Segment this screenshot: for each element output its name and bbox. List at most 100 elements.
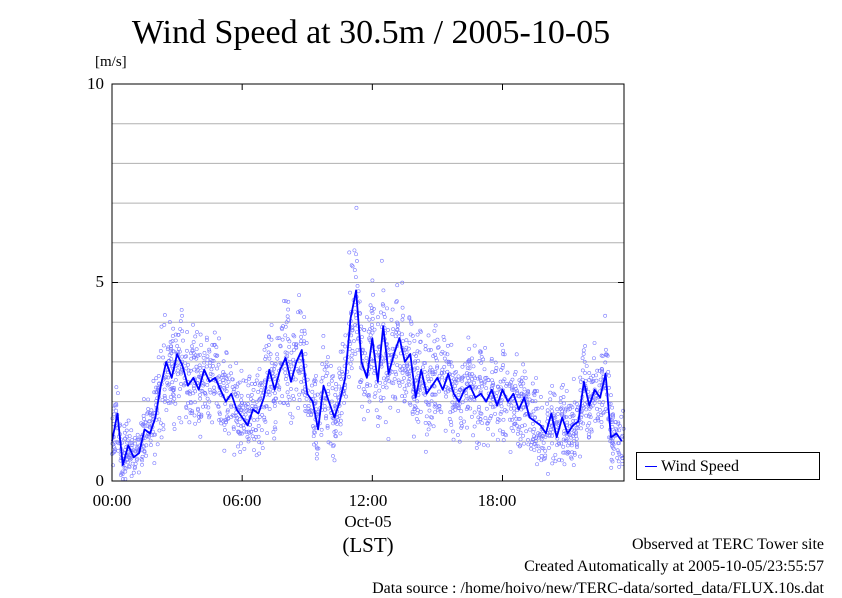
sample-point — [478, 349, 483, 354]
sample-point — [534, 434, 539, 439]
sample-point — [376, 315, 380, 320]
sample-point — [508, 400, 513, 405]
sample-point — [570, 411, 575, 416]
sample-point — [465, 425, 469, 430]
sample-point — [388, 405, 393, 410]
sample-point — [418, 387, 422, 392]
sample-point — [468, 406, 473, 411]
sample-point — [193, 334, 198, 339]
sample-point — [524, 429, 529, 434]
sample-point — [612, 446, 616, 451]
sample-point — [459, 425, 464, 430]
sample-point — [391, 381, 396, 386]
sample-point — [396, 378, 401, 383]
sample-point — [517, 378, 522, 383]
sample-point — [314, 373, 318, 378]
sample-point — [495, 437, 500, 442]
sample-point — [159, 421, 163, 426]
sample-point — [354, 205, 359, 210]
sample-point — [252, 418, 256, 423]
sample-point — [334, 382, 338, 386]
sample-point — [379, 364, 384, 369]
sample-point — [511, 429, 516, 433]
sample-point — [314, 440, 318, 445]
sample-point — [184, 415, 188, 420]
sample-point — [440, 349, 445, 354]
sample-point — [370, 306, 374, 310]
sample-point — [550, 409, 554, 414]
sample-point — [254, 399, 259, 404]
sample-point — [350, 264, 355, 269]
sample-point — [190, 349, 195, 354]
sample-point — [262, 405, 267, 410]
sample-point — [207, 349, 212, 354]
sample-point — [350, 348, 355, 353]
sample-point — [263, 354, 268, 359]
sample-point — [477, 405, 481, 409]
sample-point — [443, 351, 447, 356]
sample-point — [596, 412, 601, 417]
sample-point — [531, 421, 535, 426]
sample-point — [411, 434, 416, 439]
sample-point — [148, 438, 153, 443]
sample-point — [486, 426, 490, 431]
sample-point — [150, 414, 155, 419]
sample-point — [381, 303, 386, 308]
sample-point — [200, 389, 205, 394]
sample-point — [274, 396, 278, 401]
sample-point — [238, 450, 243, 454]
sample-point — [133, 436, 137, 440]
sample-point — [580, 377, 585, 382]
sample-point — [282, 400, 287, 405]
sample-point — [247, 376, 252, 381]
sample-point — [349, 263, 354, 268]
sample-point — [447, 362, 451, 367]
sample-point — [225, 408, 230, 413]
sample-point — [310, 383, 314, 388]
sample-point — [584, 407, 588, 412]
sample-point — [362, 327, 367, 332]
sample-point — [161, 355, 165, 360]
sample-point — [501, 438, 506, 443]
sample-point — [194, 347, 199, 352]
sample-point — [407, 377, 412, 382]
sample-point — [519, 384, 524, 389]
sample-point — [303, 352, 308, 356]
sample-point — [149, 408, 154, 413]
raw-samples — [110, 205, 626, 481]
sample-point — [296, 369, 301, 373]
sample-point — [466, 359, 470, 364]
sample-point — [304, 397, 309, 401]
sample-point — [348, 361, 353, 366]
sample-point — [294, 387, 299, 392]
x-tick-label: 00:00 — [92, 491, 132, 510]
sample-point — [184, 366, 189, 371]
sample-point — [535, 389, 540, 394]
sample-point — [508, 417, 512, 422]
sample-point — [322, 367, 327, 372]
sample-point — [152, 390, 157, 395]
sample-point — [426, 333, 431, 338]
sample-point — [342, 400, 347, 405]
sample-point — [550, 430, 555, 434]
sample-point — [249, 397, 253, 401]
sample-point — [214, 401, 219, 406]
sample-point — [170, 399, 175, 404]
sample-point — [289, 420, 294, 425]
sample-point — [277, 336, 282, 341]
sample-point — [199, 343, 204, 347]
sample-point — [501, 429, 505, 434]
sample-point — [188, 368, 193, 373]
sample-point — [547, 434, 552, 439]
sample-point — [310, 389, 315, 394]
sample-point — [221, 359, 226, 364]
sample-point — [173, 401, 178, 406]
sample-point — [412, 397, 416, 401]
sample-point — [374, 408, 379, 413]
sample-point — [526, 438, 530, 442]
sample-point — [162, 394, 167, 398]
sample-point — [135, 432, 140, 437]
sample-point — [141, 423, 146, 428]
sample-point — [134, 458, 139, 463]
sample-point — [115, 439, 119, 444]
